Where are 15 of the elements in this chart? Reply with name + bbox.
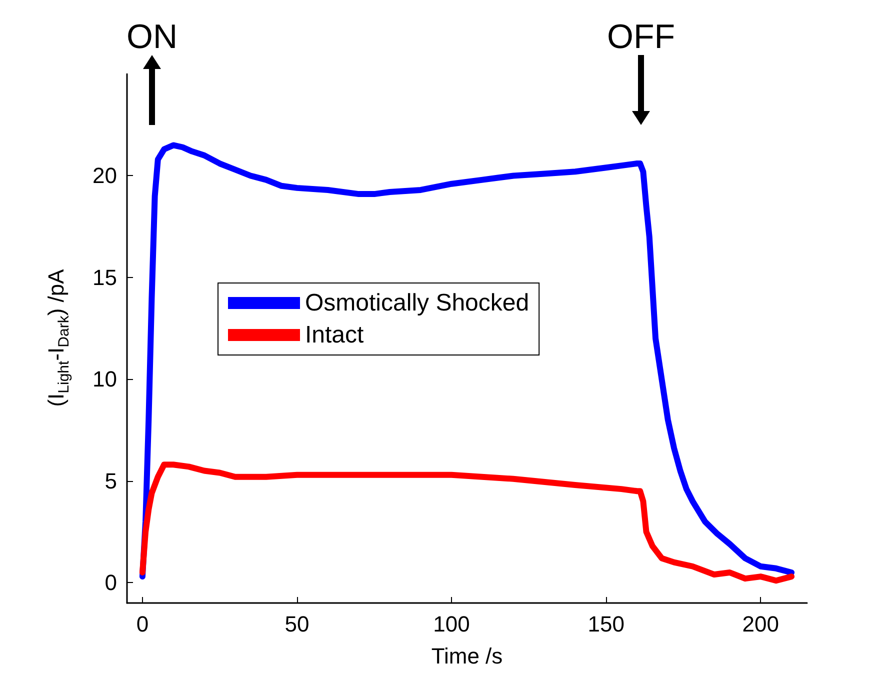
y-tick-label: 20 (92, 163, 117, 188)
y-tick-label: 0 (104, 570, 117, 596)
x-tick-label: 100 (433, 612, 470, 636)
x-tick-label: 200 (742, 612, 779, 636)
legend-label: Intact (305, 322, 364, 348)
x-tick-label: 150 (588, 612, 624, 636)
x-tick-label: 50 (284, 612, 310, 636)
x-tick-label: 0 (136, 612, 149, 636)
text: ON (126, 18, 178, 56)
x-axis-title: Time /s (431, 644, 503, 668)
text: OFF (607, 18, 675, 56)
y-tick-label: 15 (92, 264, 117, 290)
legend-label: Osmotically Shocked (305, 290, 530, 316)
y-tick-label: 10 (92, 366, 117, 392)
y-tick-label: 5 (104, 468, 117, 494)
